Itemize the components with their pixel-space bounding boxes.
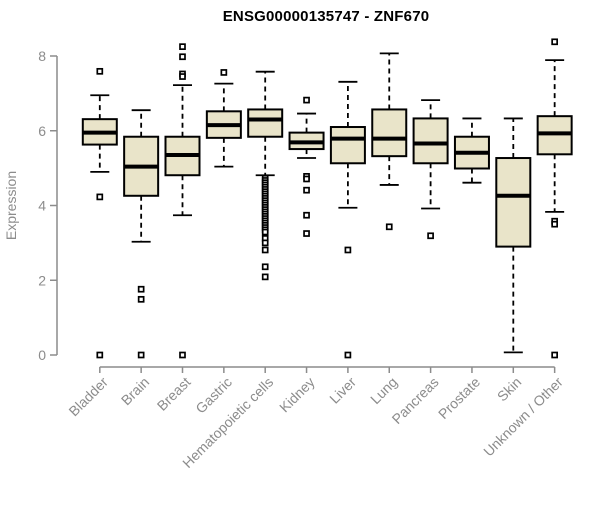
outlier-point xyxy=(344,351,352,359)
outlier-point xyxy=(551,351,559,359)
outlier-point xyxy=(220,69,228,76)
outlier-point xyxy=(261,246,269,254)
outlier-point xyxy=(427,232,434,240)
outlier-point xyxy=(96,351,104,359)
y-tick-label: 4 xyxy=(38,198,46,214)
y-tick-label: 6 xyxy=(38,123,46,139)
box-liver xyxy=(329,126,366,165)
x-category-label-lung: Lung xyxy=(367,374,400,407)
outlier-point xyxy=(303,96,310,104)
x-category-label-kidney: Kidney xyxy=(276,374,318,416)
outlier-point xyxy=(96,193,104,201)
outlier-point xyxy=(96,67,104,75)
x-category-label-bladder: Bladder xyxy=(65,374,111,420)
outlier-point xyxy=(261,239,269,247)
x-category-label-prostate: Prostate xyxy=(435,374,483,422)
box-pancreas xyxy=(412,117,449,165)
x-category-label-brain: Brain xyxy=(118,374,152,408)
outlier-point xyxy=(179,73,186,80)
outlier-point xyxy=(137,285,145,293)
outlier-point xyxy=(303,175,310,183)
x-category-label-skin: Skin xyxy=(494,374,525,405)
x-category-label-liver: Liver xyxy=(326,374,359,407)
outlier-point xyxy=(179,43,186,51)
outlier-point xyxy=(179,351,186,359)
outlier-point xyxy=(261,263,269,271)
outlier-point xyxy=(179,53,186,61)
outlier-point xyxy=(303,230,310,237)
y-axis-title: Expression xyxy=(3,171,19,240)
chart-title: ENSG00000135747 - ZNF670 xyxy=(222,8,430,25)
box-skin xyxy=(495,157,532,248)
outlier-point xyxy=(137,295,145,303)
y-tick-label: 2 xyxy=(38,272,46,288)
box-hematopoietic-cells xyxy=(247,108,284,138)
outlier-point xyxy=(261,228,269,236)
y-tick-label: 0 xyxy=(38,347,46,363)
x-category-label-breast: Breast xyxy=(154,374,194,414)
outlier-point xyxy=(303,186,310,194)
outlier-point xyxy=(137,351,145,359)
y-tick-label: 8 xyxy=(38,48,46,64)
outlier-point xyxy=(261,273,269,281)
outlier-point xyxy=(385,223,393,231)
outlier-point xyxy=(303,211,310,219)
box-lung xyxy=(371,108,408,158)
outlier-point xyxy=(551,220,559,228)
outlier-point xyxy=(344,246,352,254)
outlier-point xyxy=(551,38,559,46)
